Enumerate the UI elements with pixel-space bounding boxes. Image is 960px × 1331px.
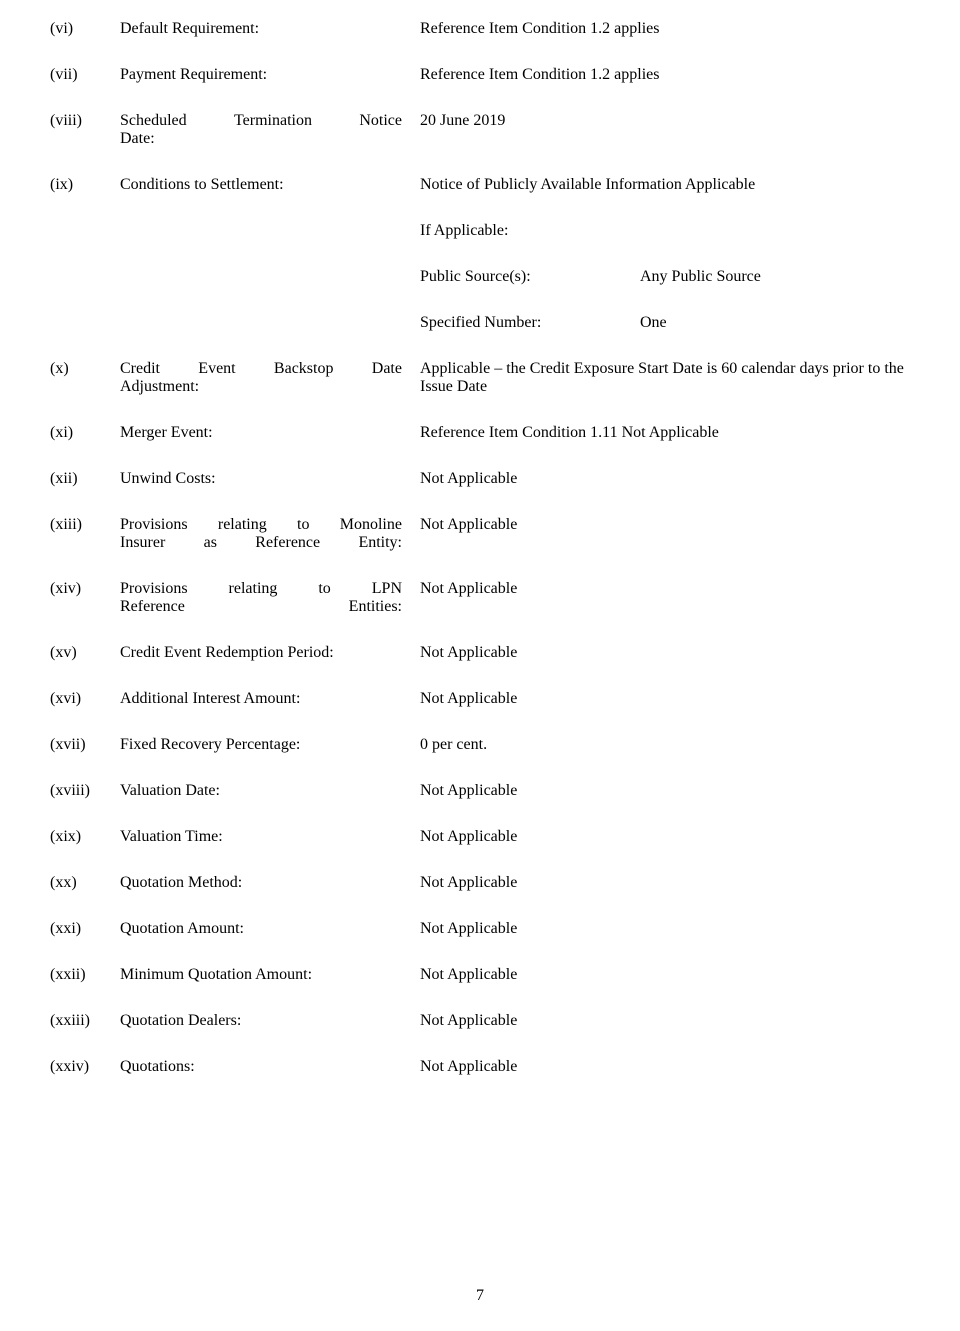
value-xxii: Not Applicable: [420, 966, 910, 984]
num-xi: (xi): [50, 424, 120, 442]
label-xii: Unwind Costs:: [120, 470, 420, 488]
label-vi: Default Requirement:: [120, 20, 420, 38]
label-xvii: Fixed Recovery Percentage:: [120, 736, 420, 754]
value-xx: Not Applicable: [420, 874, 910, 892]
row-xi: (xi) Merger Event: Reference Item Condit…: [50, 424, 910, 442]
ix-specified-number-label: Specified Number:: [420, 314, 640, 332]
label-xv: Credit Event Redemption Period:: [120, 644, 420, 662]
row-xix: (xix) Valuation Time: Not Applicable: [50, 828, 910, 846]
label-viii: ScheduledTerminationNotice Date:: [120, 112, 420, 148]
value-ix: Notice of Publicly Available Information…: [420, 176, 910, 194]
num-xviii: (xviii): [50, 782, 120, 800]
value-xxiv: Not Applicable: [420, 1058, 910, 1076]
label-xvi: Additional Interest Amount:: [120, 690, 420, 708]
label-xviii: Valuation Date:: [120, 782, 420, 800]
row-xii: (xii) Unwind Costs: Not Applicable: [50, 470, 910, 488]
value-xvii: 0 per cent.: [420, 736, 910, 754]
page-number: 7: [0, 1287, 960, 1305]
num-xxii: (xxii): [50, 966, 120, 984]
row-vi: (vi) Default Requirement: Reference Item…: [50, 20, 910, 38]
label-vii: Payment Requirement:: [120, 66, 420, 84]
ix-public-source-label: Public Source(s):: [420, 268, 640, 286]
value-xix: Not Applicable: [420, 828, 910, 846]
ix-if-applicable: If Applicable:: [420, 222, 640, 240]
num-xvii: (xvii): [50, 736, 120, 754]
row-xiv: (xiv) ProvisionsrelatingtoLPN Reference …: [50, 580, 910, 616]
value-xiii: Not Applicable: [420, 516, 910, 534]
label-xiii: ProvisionsrelatingtoMonoline Insurer as …: [120, 516, 420, 552]
num-xiv: (xiv): [50, 580, 120, 598]
ix-specified-number-value: One: [640, 314, 910, 332]
label-xxiv: Quotations:: [120, 1058, 420, 1076]
num-xiii: (xiii): [50, 516, 120, 534]
num-vii: (vii): [50, 66, 120, 84]
value-xiv: Not Applicable: [420, 580, 910, 598]
row-xx: (xx) Quotation Method: Not Applicable: [50, 874, 910, 892]
row-xv: (xv) Credit Event Redemption Period: Not…: [50, 644, 910, 662]
num-xx: (xx): [50, 874, 120, 892]
row-ix: (ix) Conditions to Settlement: Notice of…: [50, 176, 910, 194]
ix-public-source-row: Public Source(s): Any Public Source: [420, 268, 910, 286]
label-ix: Conditions to Settlement:: [120, 176, 420, 194]
row-xxii: (xxii) Minimum Quotation Amount: Not App…: [50, 966, 910, 984]
label-xiii-line1: ProvisionsrelatingtoMonoline: [120, 516, 402, 534]
ix-specified-number-row: Specified Number: One: [420, 314, 910, 332]
row-xvi: (xvi) Additional Interest Amount: Not Ap…: [50, 690, 910, 708]
label-xiv-line2: Reference Entities:: [120, 598, 402, 615]
label-xix: Valuation Time:: [120, 828, 420, 846]
num-xxi: (xxi): [50, 920, 120, 938]
label-x: CreditEventBackstopDate Adjustment:: [120, 360, 420, 396]
num-xii: (xii): [50, 470, 120, 488]
num-xxiv: (xxiv): [50, 1058, 120, 1076]
label-xiii-line2: Insurer as Reference Entity:: [120, 534, 402, 551]
label-xxiii: Quotation Dealers:: [120, 1012, 420, 1030]
num-xxiii: (xxiii): [50, 1012, 120, 1030]
value-xvi: Not Applicable: [420, 690, 910, 708]
label-viii-line2: Date:: [120, 130, 155, 147]
ix-sub-block: If Applicable: Public Source(s): Any Pub…: [420, 222, 910, 332]
value-vi: Reference Item Condition 1.2 applies: [420, 20, 910, 38]
num-xix: (xix): [50, 828, 120, 846]
num-xv: (xv): [50, 644, 120, 662]
label-xi: Merger Event:: [120, 424, 420, 442]
ix-if-applicable-row: If Applicable:: [420, 222, 910, 240]
value-xv: Not Applicable: [420, 644, 910, 662]
label-xiv: ProvisionsrelatingtoLPN Reference Entiti…: [120, 580, 420, 616]
value-xxiii: Not Applicable: [420, 1012, 910, 1030]
label-xx: Quotation Method:: [120, 874, 420, 892]
row-xvii: (xvii) Fixed Recovery Percentage: 0 per …: [50, 736, 910, 754]
num-xvi: (xvi): [50, 690, 120, 708]
row-vii: (vii) Payment Requirement: Reference Ite…: [50, 66, 910, 84]
label-viii-line1: ScheduledTerminationNotice: [120, 112, 402, 130]
row-xxi: (xxi) Quotation Amount: Not Applicable: [50, 920, 910, 938]
label-x-line1: CreditEventBackstopDate: [120, 360, 402, 378]
label-xxii: Minimum Quotation Amount:: [120, 966, 420, 984]
row-viii: (viii) ScheduledTerminationNotice Date: …: [50, 112, 910, 148]
num-vi: (vi): [50, 20, 120, 38]
value-xi: Reference Item Condition 1.11 Not Applic…: [420, 424, 910, 442]
row-xxiii: (xxiii) Quotation Dealers: Not Applicabl…: [50, 1012, 910, 1030]
label-xxi: Quotation Amount:: [120, 920, 420, 938]
ix-if-applicable-empty: [640, 222, 910, 240]
ix-public-source-value: Any Public Source: [640, 268, 910, 286]
value-x: Applicable – the Credit Exposure Start D…: [420, 360, 910, 396]
label-x-line2: Adjustment:: [120, 378, 199, 395]
value-vii: Reference Item Condition 1.2 applies: [420, 66, 910, 84]
row-xiii: (xiii) ProvisionsrelatingtoMonoline Insu…: [50, 516, 910, 552]
row-xviii: (xviii) Valuation Date: Not Applicable: [50, 782, 910, 800]
row-xxiv: (xxiv) Quotations: Not Applicable: [50, 1058, 910, 1076]
label-xiv-line1: ProvisionsrelatingtoLPN: [120, 580, 402, 598]
num-viii: (viii): [50, 112, 120, 130]
value-xii: Not Applicable: [420, 470, 910, 488]
num-x: (x): [50, 360, 120, 378]
page: (vi) Default Requirement: Reference Item…: [0, 0, 960, 1331]
value-viii: 20 June 2019: [420, 112, 910, 130]
value-xxi: Not Applicable: [420, 920, 910, 938]
num-ix: (ix): [50, 176, 120, 194]
value-xviii: Not Applicable: [420, 782, 910, 800]
row-x: (x) CreditEventBackstopDate Adjustment: …: [50, 360, 910, 396]
